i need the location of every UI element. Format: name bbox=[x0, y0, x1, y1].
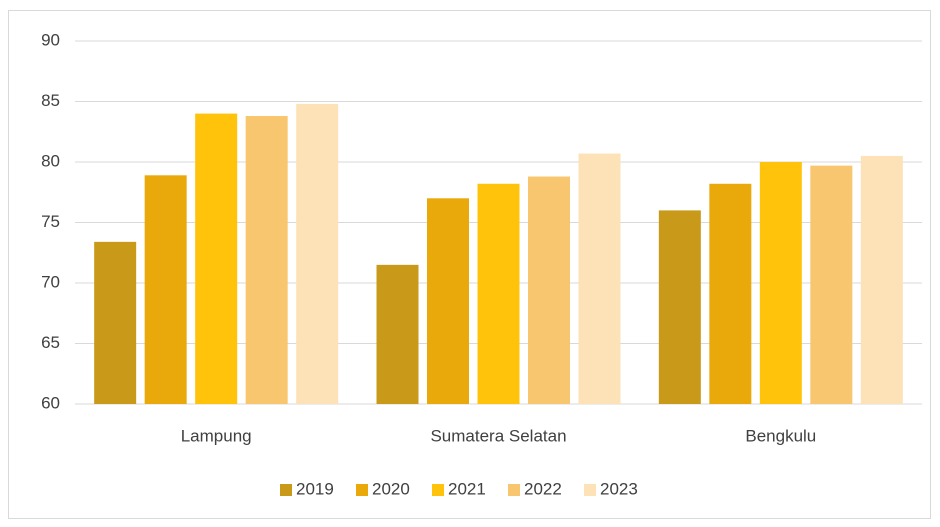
bar bbox=[245, 116, 288, 405]
y-tick-label: 65 bbox=[41, 333, 60, 352]
y-tick-label: 80 bbox=[41, 151, 60, 170]
bar bbox=[759, 162, 802, 404]
y-tick-label: 90 bbox=[41, 30, 60, 49]
legend-swatch bbox=[280, 484, 292, 496]
legend-swatch bbox=[356, 484, 368, 496]
bar bbox=[296, 103, 339, 405]
legend-label: 2023 bbox=[600, 479, 638, 498]
legend-label: 2019 bbox=[296, 479, 334, 498]
bar bbox=[94, 241, 137, 404]
legend-label: 2021 bbox=[448, 479, 486, 498]
legend-swatch bbox=[584, 484, 596, 496]
y-tick-label: 75 bbox=[41, 212, 60, 231]
legend-swatch bbox=[432, 484, 444, 496]
bar bbox=[860, 155, 903, 404]
bar bbox=[658, 210, 701, 404]
bar bbox=[195, 113, 238, 404]
x-tick-label: Bengkulu bbox=[745, 426, 816, 445]
legend-label: 2020 bbox=[372, 479, 410, 498]
bar bbox=[376, 264, 419, 404]
x-tick-label: Sumatera Selatan bbox=[430, 426, 566, 445]
legend-label: 2022 bbox=[524, 479, 562, 498]
bar bbox=[144, 175, 187, 404]
bar bbox=[810, 165, 853, 404]
y-tick-label: 85 bbox=[41, 91, 60, 110]
y-tick-label: 60 bbox=[41, 393, 60, 412]
bar bbox=[477, 183, 520, 404]
bar bbox=[427, 198, 469, 404]
legend-swatch bbox=[508, 484, 520, 496]
bar bbox=[578, 153, 621, 404]
y-tick-label: 70 bbox=[41, 272, 60, 291]
bar bbox=[528, 176, 570, 404]
x-tick-label: Lampung bbox=[181, 426, 252, 445]
bar bbox=[709, 183, 752, 404]
